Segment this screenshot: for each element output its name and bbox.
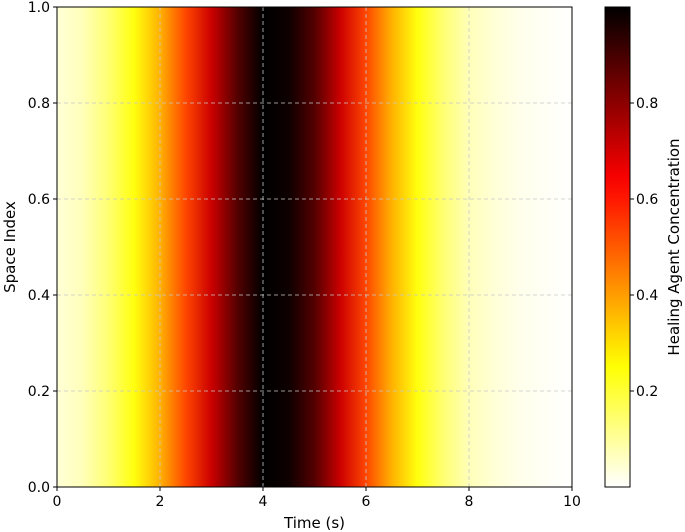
colorbar xyxy=(605,7,630,487)
x-axis-ticks: 0 2 4 6 8 10 xyxy=(53,487,581,510)
x-axis-label: Time (s) xyxy=(283,514,345,532)
y-axis-ticks: 0.0 0.2 0.4 0.6 0.8 1.0 xyxy=(28,0,57,496)
grid-lines xyxy=(57,7,572,487)
x-tick-label: 8 xyxy=(465,494,474,510)
x-tick-label: 0 xyxy=(53,494,62,510)
y-tick-label: 0.4 xyxy=(28,288,50,304)
colorbar-frame xyxy=(604,6,631,488)
colorbar-tick-label: 0.2 xyxy=(636,384,658,400)
x-tick-label: 10 xyxy=(563,494,581,510)
y-tick-label: 0.2 xyxy=(28,384,50,400)
colorbar-ticks: 0.2 0.4 0.6 0.8 xyxy=(630,96,658,400)
y-tick-label: 0.0 xyxy=(28,480,50,496)
colorbar-tick-label: 0.4 xyxy=(636,288,658,304)
y-tick-label: 0.6 xyxy=(28,192,50,208)
x-tick-label: 6 xyxy=(362,494,371,510)
plot-frame xyxy=(56,6,573,488)
y-axis-label: Space Index xyxy=(1,201,19,293)
colorbar-label: Healing Agent Concentration xyxy=(665,138,683,355)
colorbar-tick-label: 0.6 xyxy=(636,192,658,208)
y-tick-label: 1.0 xyxy=(28,0,50,16)
y-tick-label: 0.8 xyxy=(28,96,50,112)
x-tick-label: 2 xyxy=(156,494,165,510)
heatmap-area xyxy=(57,7,572,487)
x-tick-label: 4 xyxy=(259,494,268,510)
colorbar-tick-label: 0.8 xyxy=(636,96,658,112)
